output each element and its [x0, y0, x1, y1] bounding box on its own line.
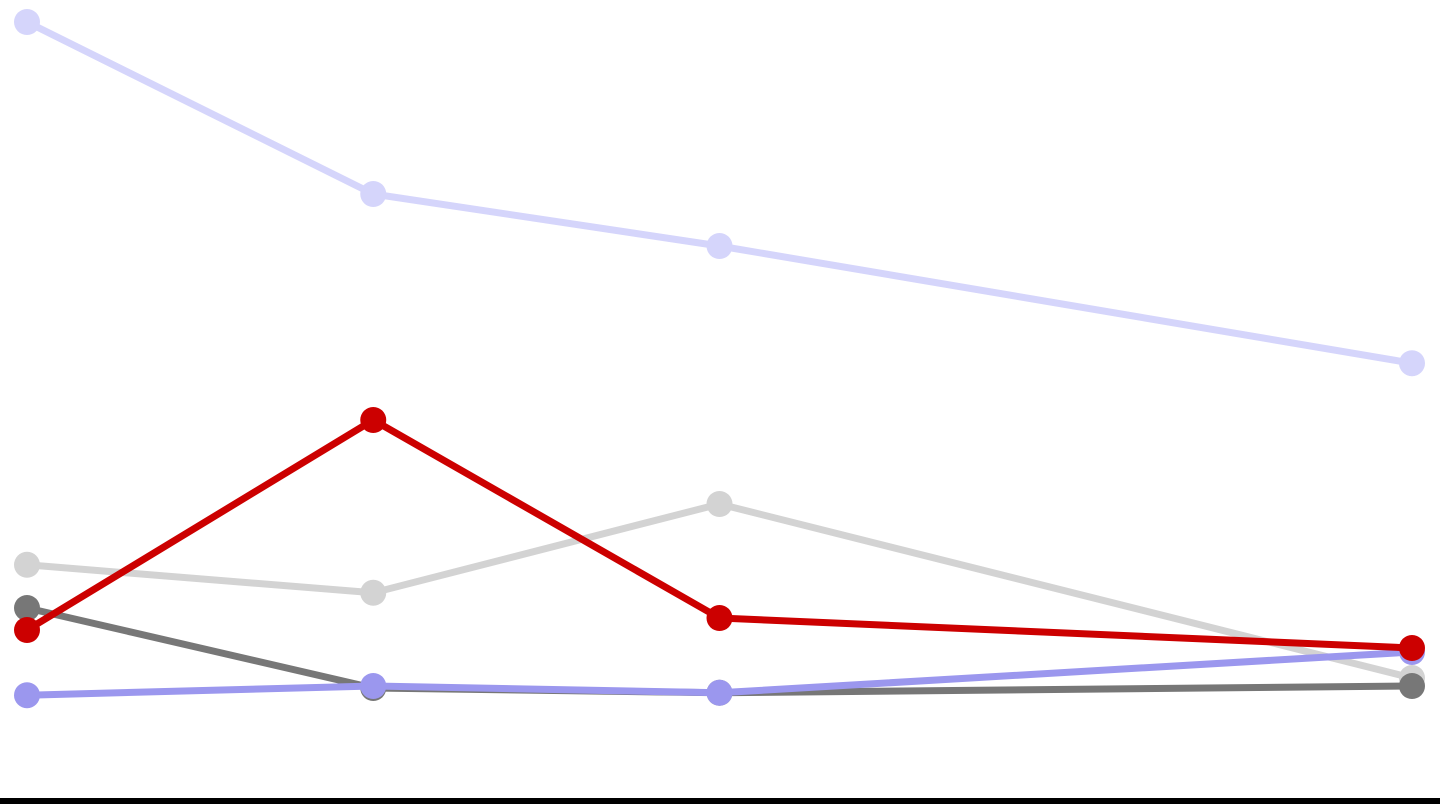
point: [1399, 350, 1425, 377]
point: [360, 407, 387, 433]
point: [706, 605, 733, 631]
point: [706, 233, 733, 259]
series-line: [26, 648, 1413, 699]
point: [1399, 635, 1425, 661]
point: [360, 181, 387, 207]
point: [14, 682, 40, 709]
point: [14, 9, 40, 35]
series-line: [25, 416, 1413, 652]
point: [706, 679, 733, 706]
series-line: [25, 18, 1413, 367]
point: [14, 617, 40, 643]
point: [14, 551, 40, 578]
point: [360, 673, 387, 699]
point: [1399, 673, 1425, 699]
point: [14, 595, 40, 621]
point: [360, 579, 387, 606]
series-line: [26, 500, 1413, 682]
point: [706, 491, 733, 517]
